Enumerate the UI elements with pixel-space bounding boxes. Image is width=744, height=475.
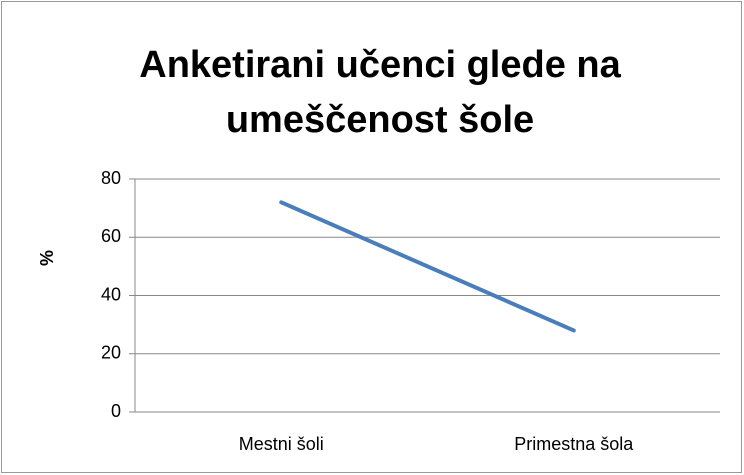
chart-title: Anketirani učenci glede na umeščenost šo… — [139, 44, 621, 141]
y-tick-label: 0 — [111, 401, 121, 421]
y-tick-label: 80 — [101, 168, 121, 188]
x-tick-label: Primestna šola — [514, 434, 634, 454]
x-tick-label: Mestni šoli — [239, 434, 324, 454]
line-series — [279, 200, 576, 333]
y-axis-label: % — [37, 250, 57, 266]
y-tick-label: 20 — [101, 343, 121, 363]
y-tick-label: 40 — [101, 284, 121, 304]
y-tick-label: 60 — [101, 226, 121, 246]
